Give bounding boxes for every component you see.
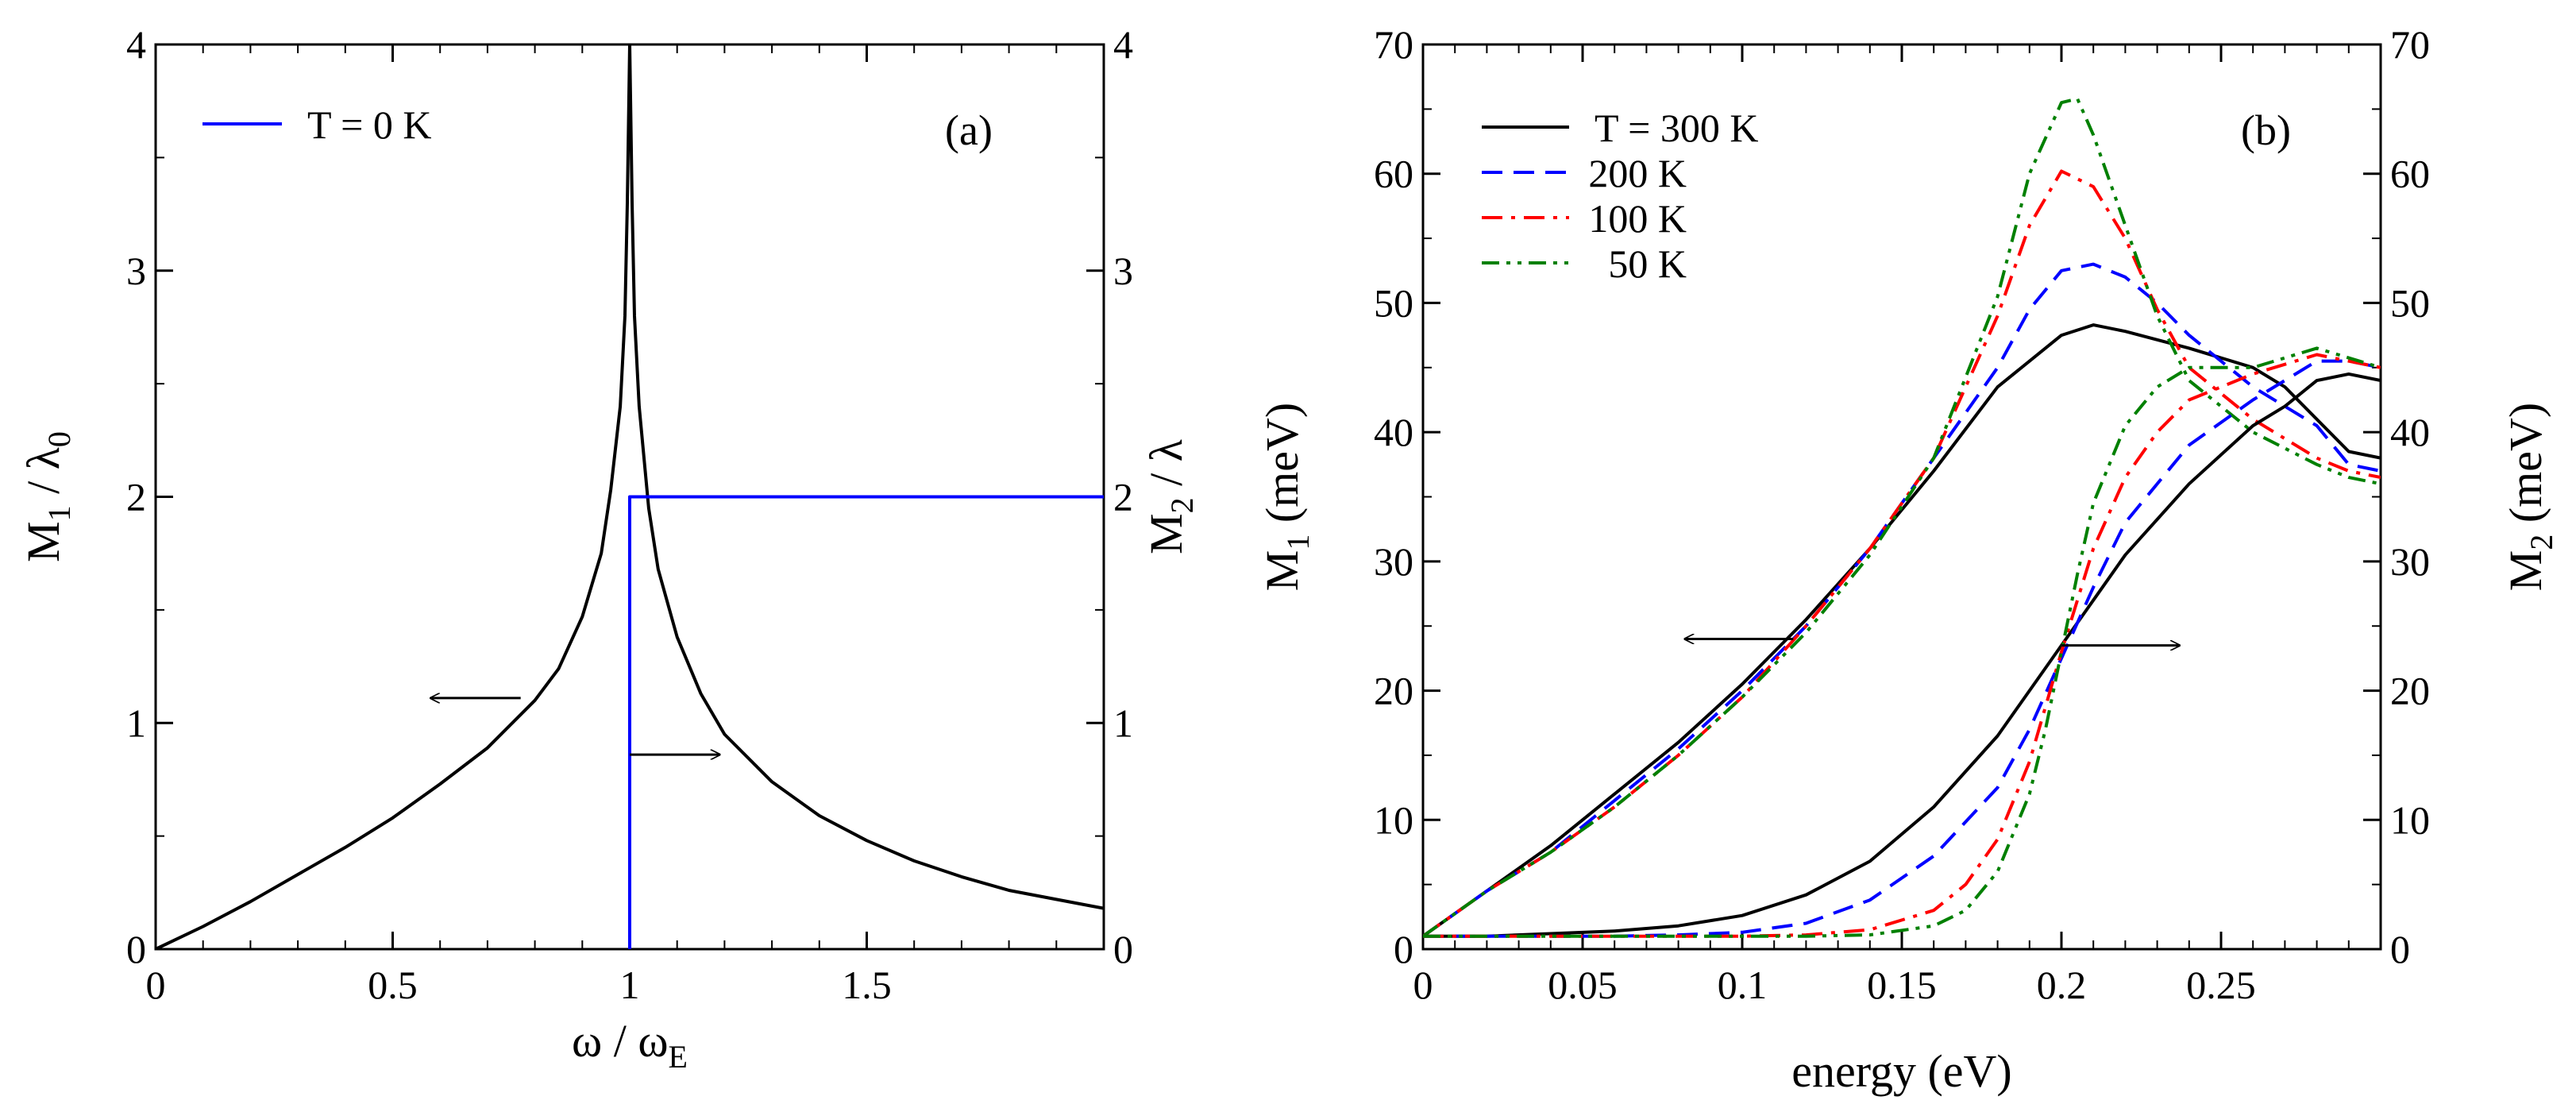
y-right-tick-label: 60 (2390, 152, 2430, 196)
series-group (1423, 97, 2381, 938)
panel-label: (b) (2241, 106, 2291, 154)
x-tick-label: 0.25 (2186, 963, 2256, 1007)
y-right-tick-label: 20 (2390, 669, 2430, 713)
panel-label: (a) (945, 106, 993, 154)
y-left-tick-label: 30 (1374, 539, 1413, 584)
series-line (1423, 97, 2381, 938)
y-right-tick-label: 70 (2390, 22, 2430, 67)
y-left-tick-label: 60 (1374, 152, 1413, 196)
x-tick-label: 0.5 (368, 963, 418, 1007)
y-right-tick-label: 4 (1113, 22, 1133, 67)
y-right-tick-label: 1 (1113, 701, 1133, 745)
x-axis-title: ω / ωE (572, 1015, 688, 1075)
y-right-tick-label: 0 (2390, 927, 2410, 971)
y-left-tick-label: 1 (126, 701, 146, 745)
x-tick-label: 1 (620, 963, 640, 1007)
y-left-tick-label: 2 (126, 475, 146, 519)
y-left-tick-label: 0 (126, 927, 146, 971)
y-right-tick-label: 40 (2390, 410, 2430, 454)
y-left-tick-label: 40 (1374, 410, 1413, 454)
x-tick-label: 0 (1413, 963, 1433, 1007)
series-line (1423, 372, 2381, 938)
y-right-axis-title: M2 (meV) (2500, 403, 2559, 591)
x-tick-label: 0 (146, 963, 166, 1007)
y-left-tick-label: 4 (126, 22, 146, 67)
y-left-tick-label: 50 (1374, 280, 1413, 325)
y-left-tick-label: 0 (1394, 927, 1413, 971)
x-tick-label: 0.2 (2037, 963, 2087, 1007)
legend-label: T = 300 K (1595, 106, 1758, 150)
y-left-tick-label: 20 (1374, 669, 1413, 713)
legend-label: 50 K (1608, 241, 1687, 286)
y-left-axis-title: M1 (meV) (1256, 403, 1316, 591)
series-line (1423, 359, 2381, 938)
x-tick-label: 0.1 (1718, 963, 1768, 1007)
series-line (156, 44, 1104, 949)
y-right-axis-title: M2 / λ (1140, 439, 1200, 554)
y-right-tick-label: 3 (1113, 249, 1133, 293)
series-line (1423, 346, 2381, 938)
plot-frame (1421, 43, 2382, 951)
y-left-axis-title: M1 / λ0 (17, 431, 77, 562)
series-line (1423, 169, 2381, 938)
y-right-tick-label: 50 (2390, 280, 2430, 325)
y-left-tick-label: 3 (126, 249, 146, 293)
x-tick-label: 0.15 (1867, 963, 1937, 1007)
legend-label: T = 0 K (307, 102, 431, 147)
y-right-tick-label: 2 (1113, 475, 1133, 519)
series-group (156, 44, 1104, 949)
x-axis-title: energy (eV) (1791, 1045, 2012, 1097)
x-tick-label: 1.5 (842, 963, 892, 1007)
y-left-tick-label: 70 (1374, 22, 1413, 67)
legend-label: 100 K (1588, 196, 1687, 241)
y-left-tick-label: 10 (1374, 797, 1413, 842)
series-line (1423, 323, 2381, 938)
legend-label: 200 K (1588, 151, 1687, 195)
series-line (628, 495, 1104, 949)
y-right-tick-label: 30 (2390, 539, 2430, 584)
y-right-tick-label: 10 (2390, 797, 2430, 842)
y-right-tick-label: 0 (1113, 927, 1133, 971)
x-tick-label: 0.05 (1548, 963, 1618, 1007)
